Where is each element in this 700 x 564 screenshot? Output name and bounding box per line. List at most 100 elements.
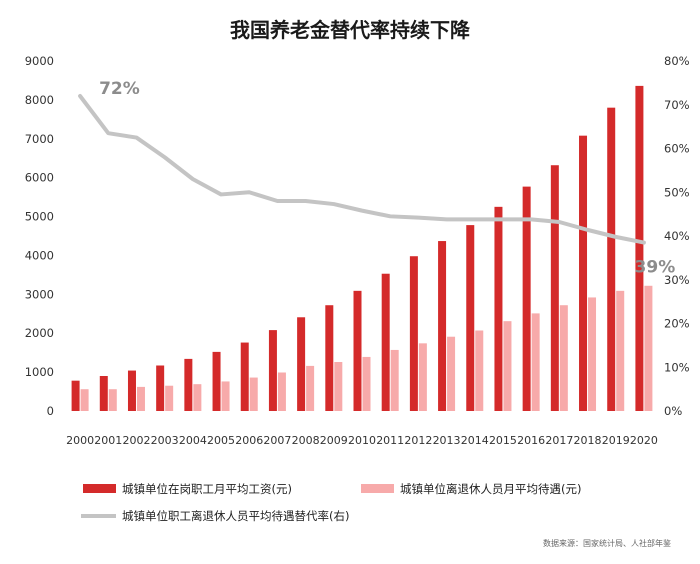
y-axis-right: 0% 10% 20% 30% 40% 50% 60% 70% 80% [664,54,690,418]
x-tick-label: 2008 [292,434,320,447]
legend-swatch-wage [83,484,116,493]
y-axis-left: 0 1000 2000 3000 4000 5000 6000 7000 8000 9000 [25,54,54,418]
y-right-tick-label: 10% [664,360,690,374]
x-tick-label: 2002 [122,434,150,447]
x-tick-label: 2006 [235,434,263,447]
annotation-layer: 72% 39% [99,79,675,278]
legend-label-wage: 城镇单位在岗职工月平均工资(元) [122,482,292,496]
x-tick-label: 2018 [574,434,602,447]
y-left-tick-label: 5000 [25,210,54,224]
x-tick-label: 2003 [151,434,179,447]
bar-pension [80,389,89,411]
bar-wage [325,305,334,411]
x-tick-label: 2000 [66,434,94,447]
bar-pension [221,381,230,411]
y-left-tick-label: 3000 [25,287,54,301]
x-tick-label: 2016 [517,434,545,447]
bar-wage [297,317,306,411]
y-left-tick-label: 0 [47,404,54,418]
x-tick-label: 2011 [376,434,404,447]
bar-pension [334,362,343,411]
bar-wage [579,135,588,411]
bar-wage [99,376,108,411]
bar-pension [249,377,258,411]
bar-pension [559,305,568,411]
bar-wage [494,206,503,411]
bar-pension [165,385,174,411]
y-left-tick-label: 9000 [25,54,54,68]
bar-wage [635,85,644,411]
bar-pension [306,365,315,411]
bar-pension [644,285,653,411]
x-tick-label: 2020 [630,434,658,447]
bar-wage [607,107,616,412]
bar-wage [466,225,475,411]
bar-wage [184,358,193,411]
bar-pension [108,389,117,411]
y-right-tick-label: 60% [664,142,690,156]
line-series-layer [78,94,646,245]
legend: 城镇单位在岗职工月平均工资(元) 城镇单位离退休人员月平均待遇(元) 城镇单位职… [81,482,581,523]
bar-wage [127,370,136,411]
x-tick-label: 2004 [179,434,207,447]
bar-wage [550,165,559,411]
y-left-tick-label: 4000 [25,248,54,262]
x-tick-label: 2009 [320,434,348,447]
bar-wage [71,380,80,411]
y-left-tick-label: 7000 [25,132,54,146]
legend-label-rate: 城镇单位职工离退休人员平均待遇替代率(右) [122,509,349,523]
x-tick-label: 2010 [348,434,376,447]
bar-pension [447,336,456,411]
bar-pension [588,297,597,411]
bar-wage [381,273,390,411]
x-tick-label: 2005 [207,434,235,447]
bar-wage [438,241,447,411]
bar-pension [193,384,202,411]
bar-wage [240,342,249,411]
x-tick-label: 2001 [94,434,122,447]
chart-title: 我国养老金替代率持续下降 [230,18,471,42]
bar-pension [136,386,145,411]
bar-pension [277,372,286,411]
y-left-tick-label: 2000 [25,326,54,340]
y-right-tick-label: 30% [664,273,690,287]
x-tick-label: 2017 [545,434,573,447]
line-replacement-rate [78,94,646,245]
bar-group [71,85,653,412]
bar-wage [522,186,531,411]
x-tick-label: 2014 [461,434,489,447]
legend-swatch-pension [361,484,394,493]
source-note: 数据来源：国家统计局、人社部年鉴 [543,538,671,548]
x-tick-label: 2019 [602,434,630,447]
bar-wage [156,365,165,411]
y-right-tick-label: 80% [664,54,690,68]
line-callout: 39% [635,258,676,278]
y-right-tick-label: 50% [664,185,690,199]
bar-pension [503,321,512,411]
bar-pension [390,349,399,411]
bar-wage [268,330,277,411]
y-right-tick-label: 20% [664,317,690,331]
bar-pension [362,356,371,411]
line-callout: 72% [99,79,140,99]
x-tick-label: 2012 [404,434,432,447]
y-left-tick-label: 6000 [25,171,54,185]
bar-pension [616,290,625,411]
x-tick-label: 2013 [433,434,461,447]
x-tick-label: 2015 [489,434,517,447]
bar-wage [353,290,362,411]
y-left-tick-label: 8000 [25,93,54,107]
bar-pension [531,313,540,411]
bar-pension [418,343,427,411]
y-right-tick-label: 70% [664,98,690,112]
y-right-tick-label: 40% [664,229,690,243]
y-left-tick-label: 1000 [25,365,54,379]
bar-pension [475,330,484,411]
x-tick-label: 2007 [263,434,291,447]
x-axis: 2000 2001 2002 2003 2004 2005 2006 2007 2008 2009… [66,434,658,447]
bar-wage [212,351,221,411]
legend-label-pension: 城镇单位离退休人员月平均待遇(元) [400,482,581,496]
y-right-tick-label: 0% [664,404,682,418]
bar-wage [409,256,418,411]
